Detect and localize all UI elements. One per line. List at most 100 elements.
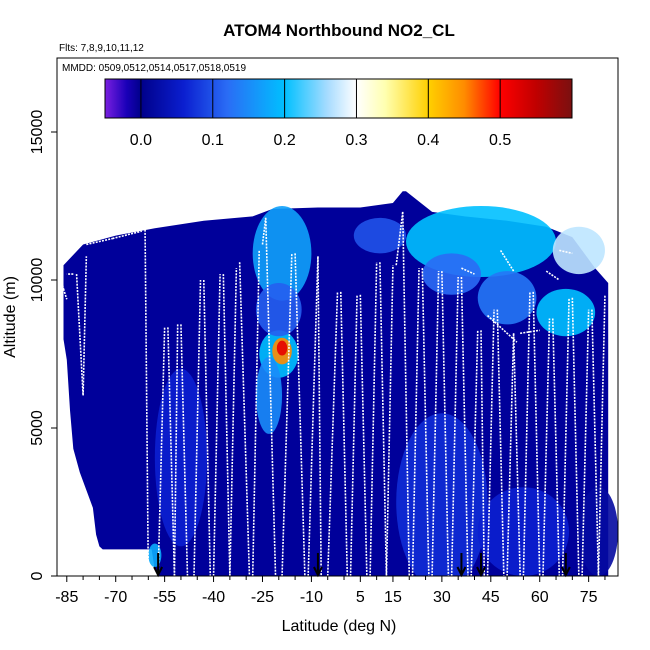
flight-profile-line (112, 230, 142, 240)
flight-profile-line (317, 256, 322, 576)
y-tick-label: 10000 (29, 258, 46, 303)
colorbar-tick-label: 0.0 (130, 132, 152, 149)
flight-profile-line (571, 297, 580, 576)
y-tick-label: 15000 (29, 110, 46, 155)
y-tick-label: 0 (29, 571, 46, 580)
flight-profiles (59, 211, 606, 576)
plot-frame (56, 57, 619, 577)
concentration-patch (276, 340, 288, 356)
flight-profile-line (238, 262, 251, 576)
flight-profile-line (86, 237, 113, 246)
concentration-patch (536, 288, 596, 337)
flight-profile-line (212, 274, 221, 576)
x-tick-label: -10 (300, 589, 323, 606)
x-tick-label: 75 (580, 589, 598, 606)
flight-profile-line (545, 270, 560, 281)
x-tick-label: 30 (433, 589, 451, 606)
flight-profile-line (581, 309, 590, 576)
flight-profile-line (421, 268, 430, 576)
flight-profile-line (294, 253, 306, 576)
flight-profile-line (559, 249, 573, 255)
flights-annotation: Flts: 7,8,9,10,11,12 (59, 43, 144, 54)
colorbar-ticks: 0.0 0.1 0.2 0.3 0.4 0.5 (130, 79, 511, 149)
x-tick-label: 60 (531, 589, 549, 606)
flight-profile-line (385, 265, 394, 576)
flight-profile-line (307, 256, 319, 576)
y-axis-label: Altitude (m) (2, 276, 19, 358)
flight-profile-line (499, 249, 515, 272)
flight-profile-line (461, 267, 475, 275)
y-axis: 0 5000 10000 15000 (29, 110, 57, 580)
flight-profile-line (431, 271, 440, 576)
concentration-patch (578, 487, 618, 576)
x-tick-label: -70 (104, 589, 127, 606)
curtain-layer (59, 191, 618, 576)
flight-profile-line (173, 324, 179, 576)
flight-profile-line (591, 309, 600, 576)
flight-profile-line (75, 274, 84, 396)
flight-profile-line (551, 318, 561, 576)
flight-profile-line (486, 309, 495, 576)
concentration-patch (422, 253, 482, 295)
concentration-patches (148, 206, 618, 576)
concentration-patch (353, 217, 406, 254)
x-tick-label: -85 (55, 589, 78, 606)
flight-profile-line (480, 330, 486, 576)
sounding-arrow-head (313, 566, 323, 578)
x-tick-label: -55 (153, 589, 176, 606)
flight-profile-line (82, 256, 88, 396)
flight-profile-line (144, 229, 150, 576)
concentration-patch (255, 356, 283, 434)
x-axis: -85 -70 -55 -40 -25 -10 5 15 30 45 60 75 (55, 576, 606, 606)
flight-profile-line (369, 262, 378, 576)
colorbar-tick-label: 0.3 (345, 132, 367, 149)
flight-profile-line (411, 268, 420, 576)
flight-profile-line (441, 271, 450, 576)
concentration-patch (552, 226, 605, 275)
sounding-arrow-head (153, 566, 164, 578)
x-tick-label: -25 (251, 589, 274, 606)
flight-profile-line (597, 294, 606, 576)
concentration-patch (477, 487, 570, 576)
dates-annotation: MMDD: 0509,0512,0514,0517,0518,0519 (62, 63, 246, 74)
flight-profile-line (512, 333, 521, 576)
sounding-arrow-head (560, 566, 571, 578)
colorbar-tick-label: 0.2 (273, 132, 295, 149)
flight-profile-line (264, 217, 277, 576)
x-axis-label: Latitude (deg N) (282, 618, 397, 635)
sounding-arrow-head (476, 566, 486, 578)
flight-profile-line (62, 288, 68, 300)
colorbar: 0.0 0.1 0.2 0.3 0.4 0.5 (104, 78, 573, 149)
colorbar-tick-label: 0.1 (202, 132, 224, 149)
x-tick-label: 5 (356, 589, 365, 606)
flight-profile-line (193, 279, 202, 576)
flight-profile-line (326, 291, 339, 576)
flight-profile-line (229, 268, 238, 576)
flight-profile-line (532, 291, 541, 576)
flight-profile-line (180, 324, 189, 576)
concentration-patch (477, 271, 537, 325)
sounding-arrow-head (456, 566, 467, 578)
colorbar-gradient (104, 78, 573, 119)
colorbar-tick-label: 0.5 (489, 132, 511, 149)
sounding-arrows (153, 553, 571, 578)
concentration-patch (154, 368, 208, 547)
flight-profile-line (460, 277, 469, 576)
flight-profile-line (506, 333, 515, 576)
x-tick-label: 15 (384, 589, 402, 606)
flight-profile-line (379, 262, 388, 576)
flight-profile-line (561, 297, 570, 576)
flight-profile-line (470, 330, 479, 576)
flight-profile-line (486, 314, 518, 343)
flight-profile-line (496, 309, 505, 576)
x-tick-label: 45 (482, 589, 500, 606)
chart-title: ATOM4 Northbound NO2_CL (223, 21, 455, 40)
flight-profile-line (450, 277, 459, 576)
y-tick-label: 5000 (29, 410, 46, 446)
flight-profile-line (202, 279, 212, 576)
flight-profile-line (261, 217, 267, 245)
colorbar-tick-label: 0.4 (417, 132, 439, 149)
flight-profile-line (359, 294, 368, 576)
flight-profile-line (520, 329, 540, 335)
